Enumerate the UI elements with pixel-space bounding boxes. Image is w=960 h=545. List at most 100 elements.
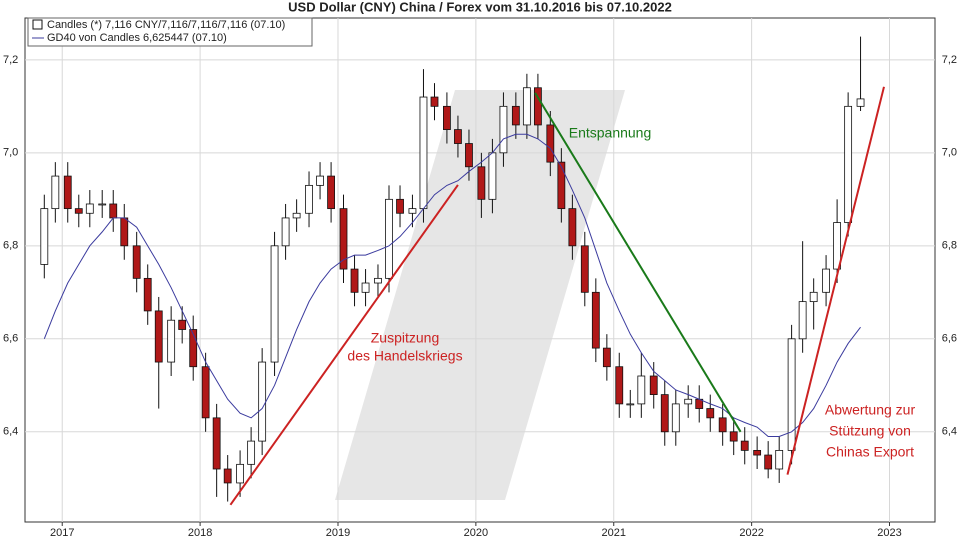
- candle-body: [443, 105, 451, 130]
- candle-body: [856, 98, 865, 107]
- candle-body: [270, 245, 279, 363]
- y-tick-label: 7,0: [3, 147, 18, 159]
- candle-body: [327, 175, 335, 210]
- candle-body: [822, 268, 830, 293]
- candle-body: [98, 203, 107, 206]
- candle-body: [499, 105, 508, 154]
- candle-body: [154, 310, 163, 363]
- candle-body: [201, 366, 210, 419]
- candle-body: [775, 449, 784, 470]
- candle-body: [143, 277, 152, 312]
- candle-body: [534, 87, 542, 126]
- annotation: Zuspitzung: [371, 330, 439, 346]
- candle-body: [385, 198, 393, 279]
- y-tick-label-right: 7,2: [942, 54, 957, 66]
- candle-body: [454, 129, 462, 144]
- candle-body: [684, 398, 693, 405]
- candle-body: [602, 347, 611, 368]
- candle-body: [729, 431, 738, 442]
- legend-label: Candles (*) 7,116 CNY/7,116/7,116/7,116 …: [47, 19, 285, 31]
- candle-body: [671, 403, 680, 433]
- candle-body: [591, 291, 600, 349]
- candle-body: [236, 463, 244, 484]
- candle-body: [178, 319, 187, 330]
- candle-body: [477, 166, 486, 200]
- candle-body: [488, 152, 497, 200]
- candle-body: [132, 245, 141, 279]
- candle-body: [798, 301, 807, 340]
- moving-average-line: [43, 133, 861, 437]
- x-tick-label: 2018: [188, 527, 212, 539]
- legend-swatch: [32, 19, 43, 30]
- x-tick-label: 2022: [739, 527, 763, 539]
- candle-body: [189, 329, 198, 368]
- candle-body: [740, 440, 749, 451]
- annotation: Stützung von: [829, 423, 911, 439]
- candle-body: [292, 212, 301, 219]
- candle-body: [568, 208, 577, 247]
- y-tick-label-right: 6,8: [942, 240, 957, 252]
- annotation: Chinas Export: [826, 444, 914, 460]
- watermark: [335, 90, 625, 500]
- y-tick-label: 6,6: [3, 333, 18, 345]
- candle-body: [40, 208, 49, 265]
- candle-body: [63, 175, 72, 210]
- y-tick-label-right: 6,6: [942, 333, 957, 345]
- y-tick-label: 6,8: [3, 240, 18, 252]
- y-tick-label-right: 6,4: [942, 426, 957, 438]
- candle-body: [615, 366, 624, 405]
- candle-body: [465, 143, 473, 168]
- trend-line: [786, 86, 885, 475]
- y-tick-label-right: 7,0: [942, 147, 957, 159]
- candle-body: [361, 282, 370, 293]
- x-tick-label: 2017: [50, 527, 74, 539]
- x-tick-label: 2020: [464, 527, 488, 539]
- candle-body: [626, 403, 635, 406]
- candle-body: [167, 319, 176, 363]
- candle-body: [281, 217, 290, 247]
- y-tick-label: 6,4: [3, 426, 18, 438]
- candle-body: [580, 245, 589, 293]
- candle-body: [787, 338, 796, 451]
- candle-body: [430, 96, 439, 107]
- trend-line: [229, 184, 459, 506]
- candle-body: [120, 217, 129, 247]
- candle-body: [557, 161, 566, 210]
- candle-body: [753, 449, 762, 456]
- candle-body: [844, 105, 853, 223]
- candle-body: [51, 175, 60, 210]
- x-tick-label: 2023: [877, 527, 901, 539]
- y-tick-label: 7,2: [3, 54, 18, 66]
- candle-body: [649, 375, 658, 396]
- candle-body: [316, 175, 324, 186]
- candle-body: [511, 105, 520, 126]
- x-tick-label: 2019: [326, 527, 350, 539]
- annotation: Entspannung: [569, 125, 652, 141]
- candle-body: [350, 268, 359, 293]
- candle-body: [419, 96, 428, 210]
- candle-body: [706, 408, 715, 419]
- candle-body: [339, 208, 348, 270]
- candle-body: [522, 87, 531, 126]
- candle-body: [212, 417, 221, 470]
- candle-body: [809, 291, 818, 303]
- candle-body: [247, 440, 256, 465]
- annotation: des Handelskriegs: [347, 348, 462, 364]
- candle-body: [660, 394, 669, 433]
- candle-body: [374, 277, 382, 284]
- legend-box: [27, 17, 313, 47]
- candle-body: [833, 222, 842, 270]
- candle-body: [305, 184, 313, 214]
- candle-body: [718, 417, 727, 433]
- candle-body: [408, 208, 417, 214]
- chart-title: USD Dollar (CNY) China / Forex vom 31.10…: [288, 0, 672, 14]
- candle-body: [258, 361, 267, 442]
- candle-body: [85, 203, 94, 214]
- candle-body: [74, 208, 83, 214]
- legend-label: GD40 von Candles 6,625447 (07.10): [47, 32, 227, 44]
- candle-body: [546, 124, 555, 163]
- trend-line: [534, 92, 742, 433]
- candle-body: [109, 203, 118, 219]
- candle-body: [223, 468, 232, 484]
